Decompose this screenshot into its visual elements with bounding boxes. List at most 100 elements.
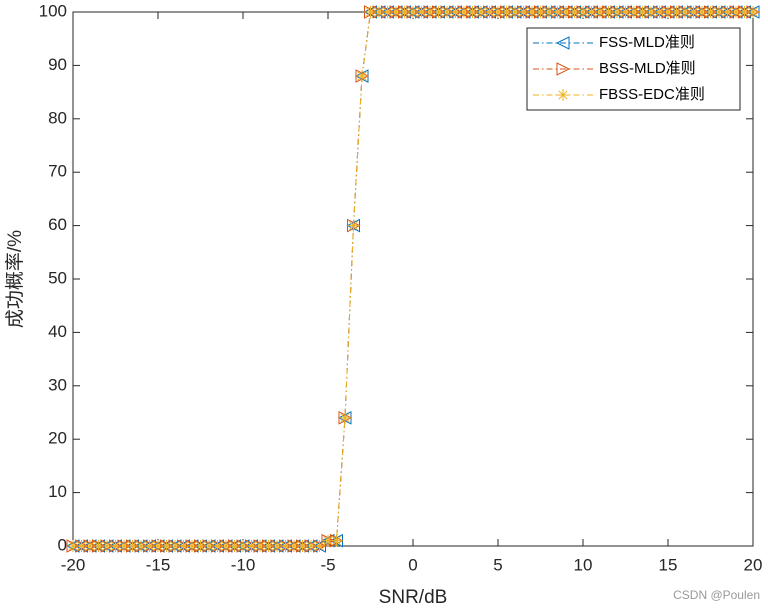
marker bbox=[279, 540, 292, 552]
marker bbox=[483, 6, 496, 18]
marker bbox=[262, 540, 275, 552]
marker bbox=[704, 6, 717, 18]
marker bbox=[143, 540, 156, 552]
marker bbox=[517, 6, 530, 18]
y-tick-label: 70 bbox=[48, 162, 67, 181]
marker bbox=[556, 62, 571, 76]
marker bbox=[653, 6, 666, 18]
marker bbox=[84, 540, 96, 552]
marker bbox=[555, 36, 570, 50]
marker bbox=[696, 6, 708, 18]
marker bbox=[415, 6, 428, 18]
marker bbox=[611, 6, 623, 18]
marker bbox=[288, 540, 300, 552]
marker bbox=[390, 6, 402, 18]
x-tick-label: 10 bbox=[574, 555, 593, 574]
x-tick-label: -10 bbox=[231, 555, 256, 574]
y-tick-label: 60 bbox=[48, 215, 67, 234]
y-axis-label: 成功概率/% bbox=[4, 230, 26, 328]
marker bbox=[730, 6, 742, 18]
y-tick-label: 20 bbox=[48, 429, 67, 448]
marker bbox=[135, 540, 147, 552]
marker bbox=[449, 6, 462, 18]
marker bbox=[670, 6, 683, 18]
marker bbox=[169, 540, 181, 552]
marker bbox=[432, 6, 445, 18]
marker bbox=[364, 6, 377, 18]
marker bbox=[509, 6, 521, 18]
marker bbox=[645, 6, 657, 18]
marker bbox=[557, 89, 569, 101]
legend-label: FBSS-EDC准则 bbox=[599, 86, 705, 103]
marker bbox=[568, 6, 581, 18]
marker bbox=[687, 6, 700, 18]
marker bbox=[356, 70, 368, 83]
marker bbox=[492, 6, 504, 18]
marker bbox=[398, 6, 411, 18]
marker bbox=[347, 219, 360, 232]
marker bbox=[738, 6, 751, 18]
marker bbox=[160, 540, 173, 552]
y-tick-label: 80 bbox=[48, 108, 67, 127]
marker bbox=[534, 6, 547, 18]
marker bbox=[67, 540, 79, 552]
marker bbox=[75, 540, 88, 552]
marker bbox=[381, 6, 394, 18]
marker bbox=[526, 6, 538, 18]
marker bbox=[92, 540, 105, 552]
y-tick-label: 40 bbox=[48, 322, 67, 341]
marker bbox=[322, 534, 334, 547]
marker bbox=[126, 540, 139, 552]
marker bbox=[101, 540, 113, 552]
marker bbox=[194, 540, 207, 552]
marker bbox=[594, 6, 606, 18]
marker bbox=[458, 6, 470, 18]
x-tick-label: 15 bbox=[659, 555, 678, 574]
marker bbox=[441, 6, 453, 18]
marker bbox=[500, 6, 513, 18]
marker bbox=[628, 6, 640, 18]
legend-label: FSS-MLD准则 bbox=[599, 34, 695, 51]
legend-label: BSS-MLD准则 bbox=[599, 60, 696, 77]
marker bbox=[109, 540, 122, 552]
marker bbox=[424, 6, 436, 18]
x-tick-label: 20 bbox=[744, 555, 763, 574]
marker bbox=[271, 540, 283, 552]
marker bbox=[313, 540, 326, 552]
x-axis-label: SNR/dB bbox=[379, 587, 448, 608]
marker bbox=[585, 6, 598, 18]
x-tick-label: 5 bbox=[493, 555, 502, 574]
y-tick-label: 90 bbox=[48, 55, 67, 74]
marker bbox=[186, 540, 198, 552]
marker bbox=[747, 6, 759, 18]
marker bbox=[296, 540, 309, 552]
marker bbox=[152, 540, 164, 552]
marker bbox=[721, 6, 734, 18]
marker bbox=[602, 6, 615, 18]
marker bbox=[466, 6, 479, 18]
marker bbox=[330, 534, 343, 547]
marker bbox=[560, 6, 572, 18]
marker bbox=[254, 540, 266, 552]
marker bbox=[679, 6, 691, 18]
marker bbox=[177, 540, 190, 552]
x-tick-label: -15 bbox=[146, 555, 171, 574]
marker bbox=[407, 6, 419, 18]
marker bbox=[245, 540, 258, 552]
y-tick-label: 100 bbox=[39, 1, 67, 20]
marker bbox=[211, 540, 224, 552]
x-tick-label: 0 bbox=[408, 555, 417, 574]
marker bbox=[577, 6, 589, 18]
marker bbox=[118, 540, 130, 552]
marker bbox=[551, 6, 564, 18]
marker bbox=[619, 6, 632, 18]
marker bbox=[305, 540, 317, 552]
marker bbox=[203, 540, 215, 552]
marker bbox=[636, 6, 649, 18]
marker bbox=[373, 6, 385, 18]
marker bbox=[713, 6, 725, 18]
y-tick-label: 0 bbox=[58, 535, 67, 554]
marker bbox=[339, 411, 351, 424]
x-tick-label: -5 bbox=[320, 555, 335, 574]
